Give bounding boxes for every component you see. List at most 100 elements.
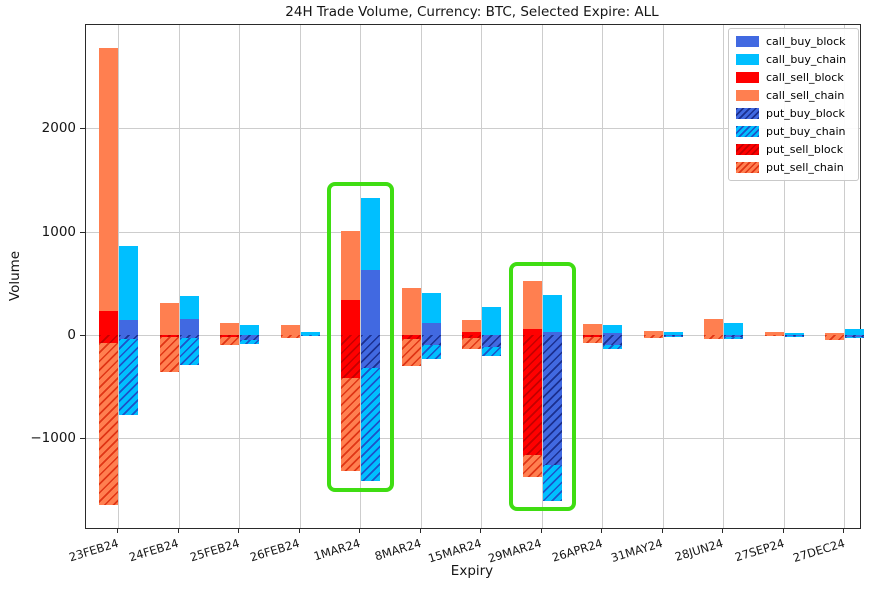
legend-item-call_buy_block: call_buy_block: [736, 35, 851, 48]
bar-segment-put_buy_chain: [300, 334, 320, 336]
bar-segment-put_sell_block: [583, 334, 602, 337]
x-gridline: [783, 25, 785, 528]
y-tick-label: −1000: [30, 430, 76, 447]
bar-segment-call_sell_block: [341, 299, 360, 335]
bar-segment-call_sell_chain: [462, 320, 481, 333]
legend-swatch-call_sell_chain: [736, 90, 759, 101]
x-tick-mark: [843, 529, 844, 533]
bar-segment-call_sell_chain: [341, 230, 360, 300]
bar-segment-put_buy_chain: [603, 345, 622, 350]
legend-item-put_buy_block: put_buy_block: [736, 107, 851, 120]
bar-segment-call_buy_block: [542, 332, 562, 335]
bar-segment-call_sell_chain: [522, 281, 542, 329]
bar-segment-call_buy_block: [421, 323, 441, 335]
legend-item-call_sell_block: call_sell_block: [736, 71, 851, 84]
bar-segment-call_sell_chain: [583, 323, 602, 335]
x-gridline: [844, 25, 845, 528]
x-tick-mark: [238, 529, 239, 533]
x-gridline: [239, 25, 240, 528]
bar-segment-put_buy_chain: [542, 464, 562, 502]
bar-segment-put_sell_chain: [280, 334, 300, 338]
bar-segment-put_buy_block: [119, 334, 138, 339]
bar-segment-put_sell_chain: [643, 334, 663, 338]
legend-item-call_sell_chain: call_sell_chain: [736, 89, 851, 102]
bar-segment-put_sell_block: [220, 334, 239, 337]
bar-segment-put_buy_chain: [845, 336, 864, 338]
y-gridline: [86, 128, 860, 130]
bar-segment-call_buy_chain: [784, 333, 804, 335]
legend-label-put_buy_block: put_buy_block: [766, 107, 845, 120]
y-tick-mark: [80, 438, 85, 440]
legend-swatch-put_buy_block: [736, 108, 759, 119]
legend-label-call_sell_block: call_sell_block: [766, 71, 844, 84]
x-gridline: [541, 25, 543, 528]
legend-item-put_sell_block: put_sell_block: [736, 143, 851, 156]
y-axis-label: Volume: [7, 250, 23, 302]
bar-segment-call_buy_chain: [482, 307, 501, 335]
bar-segment-call_buy_chain: [119, 246, 138, 321]
bar-segment-call_sell_block: [522, 328, 542, 335]
y-gridline: [86, 438, 860, 440]
legend-item-put_buy_chain: put_buy_chain: [736, 125, 851, 138]
bar-segment-put_sell_block: [341, 334, 360, 379]
x-tick-mark: [298, 529, 300, 533]
bar-segment-put_buy_chain: [421, 344, 441, 359]
bar-segment-put_sell_block: [401, 334, 421, 339]
bar-segment-put_buy_chain: [361, 367, 380, 482]
x-gridline: [118, 25, 119, 528]
bar-segment-call_sell_chain: [643, 330, 663, 335]
bar-segment-put_sell_chain: [583, 336, 602, 343]
x-tick-label-text: 27DEC24: [790, 536, 847, 566]
y-tick-mark: [80, 334, 85, 336]
legend-swatch-call_buy_block: [736, 36, 759, 47]
bar-segment-put_sell_block: [159, 334, 179, 337]
x-gridline: [299, 25, 301, 528]
bar-segment-call_sell_chain: [401, 287, 421, 335]
bar-segment-put_buy_block: [784, 334, 804, 336]
x-tick-mark: [782, 529, 784, 533]
x-tick-mark: [359, 529, 360, 533]
bar-segment-call_buy_chain: [240, 324, 259, 335]
bar-segment-put_sell_chain: [825, 334, 844, 341]
legend-label-call_sell_chain: call_sell_chain: [766, 89, 845, 102]
x-gridline: [178, 25, 180, 528]
bar-segment-put_buy_chain: [119, 339, 138, 416]
y-tick-label: 0: [67, 326, 76, 343]
bar-segment-call_sell_chain: [764, 332, 784, 335]
legend: call_buy_block call_buy_chain call_sell_bl…: [728, 28, 859, 181]
bar-segment-put_buy_block: [179, 334, 199, 338]
bar-segment-put_buy_chain: [784, 335, 804, 338]
legend-swatch-put_buy_chain: [736, 126, 759, 137]
bar-segment-put_sell_chain: [220, 336, 239, 346]
bar-segment-call_sell_chain: [280, 324, 300, 335]
highlight-rect-29MAR24: [508, 261, 576, 512]
legend-item-put_sell_chain: put_sell_chain: [736, 161, 851, 174]
highlight-rect-1MAR24: [327, 182, 394, 492]
bar-segment-put_sell_block: [99, 334, 118, 343]
bar-segment-call_buy_chain: [663, 332, 683, 335]
bar-segment-put_sell_chain: [99, 342, 118, 506]
bar-segment-put_buy_block: [542, 334, 562, 465]
bar-segment-put_buy_block: [603, 334, 622, 346]
bar-segment-put_buy_block: [482, 334, 501, 348]
legend-swatch-put_sell_block: [736, 144, 759, 155]
bar-segment-call_sell_block: [99, 311, 118, 335]
legend-label-put_buy_chain: put_buy_chain: [766, 125, 846, 138]
bar-segment-call_buy_chain: [179, 296, 199, 319]
x-tick-mark: [661, 529, 663, 533]
y-gridline: [86, 231, 860, 233]
x-tick-mark: [177, 529, 179, 533]
bar-segment-call_buy_block: [603, 332, 622, 335]
bar-segment-call_sell_chain: [159, 302, 179, 335]
x-tick-label: 27DEC24: [742, 536, 846, 565]
bar-segment-put_sell_chain: [764, 334, 784, 336]
bar-segment-put_buy_chain: [724, 336, 743, 339]
legend-swatch-put_sell_chain: [736, 162, 759, 173]
bar-segment-put_buy_chain: [240, 340, 259, 345]
bar-segment-put_sell_block: [462, 334, 481, 338]
y-tick-mark: [80, 231, 85, 233]
bar-segment-call_buy_block: [361, 269, 380, 335]
bar-segment-put_buy_block: [724, 334, 743, 337]
bar-segment-call_sell_block: [462, 332, 481, 335]
